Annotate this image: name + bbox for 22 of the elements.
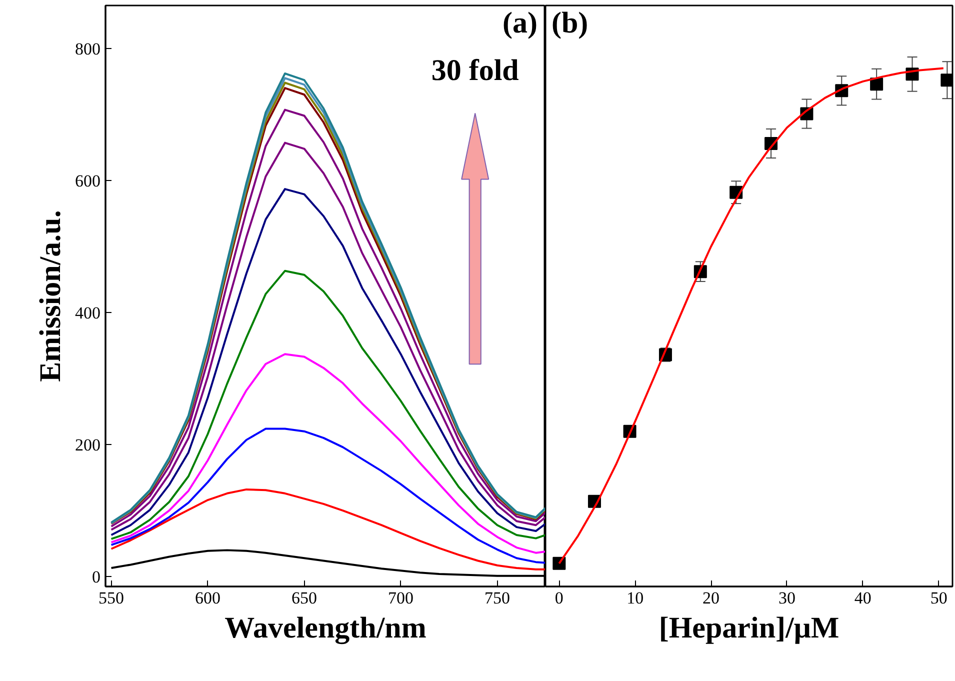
x-tick-label: 30 [778,588,796,608]
x-tick-label: 0 [554,588,564,608]
chart-title: (b) [552,6,588,40]
y-tick-label: 600 [75,171,100,190]
x-tick-label: 550 [98,588,124,608]
y-tick-label: 800 [75,39,100,58]
x-tick-label: 10 [626,588,644,608]
x-tick-label: 650 [292,588,318,608]
y-axis-title: Emission/a.u. [34,210,67,382]
x-tick-label: 600 [195,588,221,608]
y-tick-label: 0 [92,568,100,587]
y-tick-label: 200 [75,436,100,455]
x-tick-label: 50 [930,588,948,608]
x-tick-label: 750 [484,588,510,608]
x-axis-title: Wavelength/nm [224,612,426,644]
chart-title: (a) [502,6,538,40]
x-tick-label: 700 [388,588,414,608]
y-tick-label: 400 [75,304,100,323]
x-tick-label: 20 [702,588,720,608]
annotation: 30 fold [431,54,520,87]
x-tick-label: 40 [854,588,872,608]
x-axis-title: [Heparin]/μM [658,612,840,644]
